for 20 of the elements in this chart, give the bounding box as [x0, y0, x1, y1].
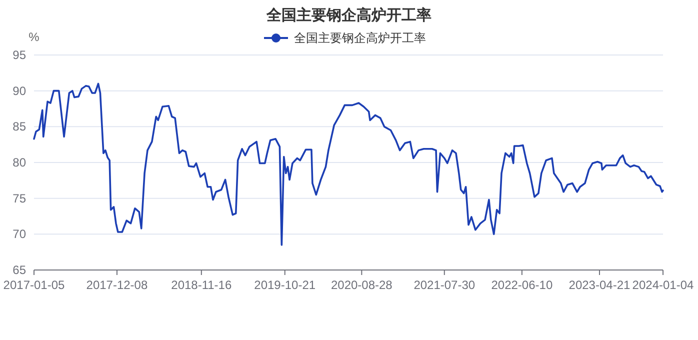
- legend-label: 全国主要钢企高炉开工率: [294, 31, 426, 45]
- x-tick-label: 2019-10-21: [254, 278, 316, 292]
- x-tick-label: 2021-07-30: [414, 278, 476, 292]
- y-tick-label: 65: [12, 263, 26, 277]
- y-axis-title: %: [28, 30, 40, 44]
- y-tick-label: 85: [12, 120, 26, 134]
- x-tick-label: 2024-01-04: [632, 278, 694, 292]
- line-series: [33, 82, 664, 246]
- y-tick-label: 75: [12, 191, 26, 206]
- x-tick-label: 2018-11-16: [171, 278, 232, 292]
- y-tick-label: 80: [12, 156, 26, 170]
- x-tick-label: 2017-12-08: [86, 278, 148, 292]
- y-tick-label: 95: [12, 48, 26, 62]
- chart-title: 全国主要钢企高炉开工率: [266, 6, 432, 24]
- x-tick-label: 2022-06-10: [491, 278, 553, 292]
- x-tick-label: 2023-04-21: [568, 278, 630, 292]
- y-tick-label: 70: [12, 227, 26, 242]
- x-tick-label: 2020-08-28: [330, 278, 393, 292]
- x-tick-label: 2017-01-05: [3, 278, 66, 292]
- y-tick-label: 90: [12, 84, 26, 98]
